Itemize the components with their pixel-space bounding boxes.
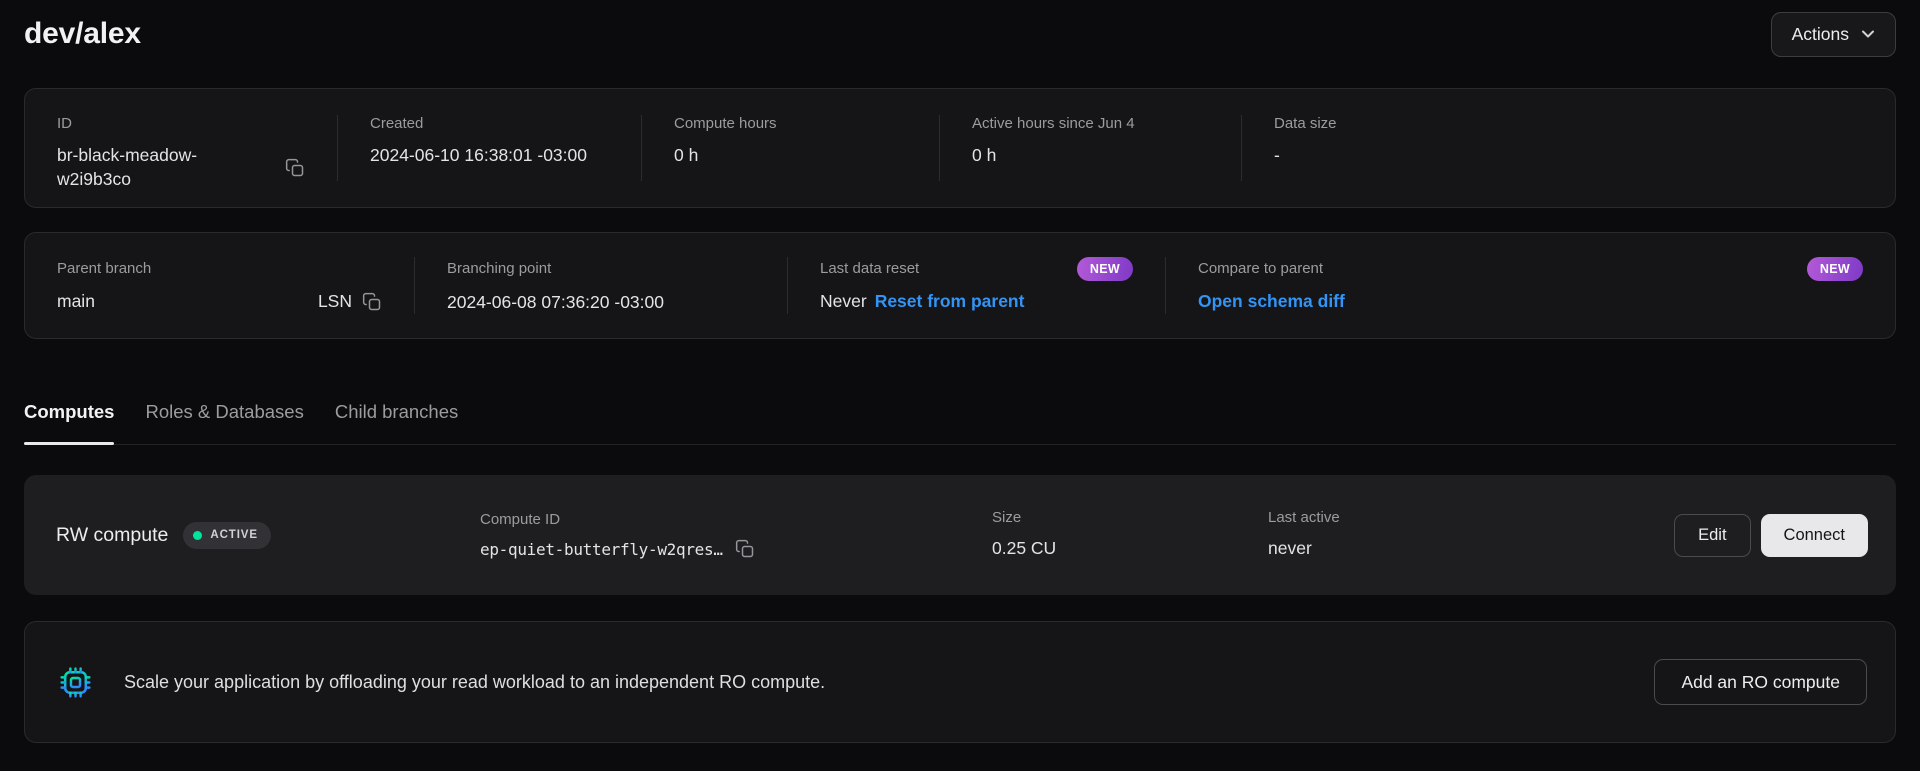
branching-point-value: 2024-06-08 07:36:20 -03:00 [447, 292, 664, 312]
new-badge: NEW [1806, 257, 1863, 281]
active-hours-value: 0 h [972, 145, 997, 165]
compute-hours-value: 0 h [674, 145, 699, 165]
size-value: 0.25 CU [992, 538, 1057, 559]
compute-row-buttons: Edit Connect [1674, 513, 1868, 557]
ro-compute-banner: Scale your application by offloading you… [24, 621, 1896, 743]
page-header: dev/alex Actions [24, 10, 1896, 58]
add-ro-compute-button[interactable]: Add an RO compute [1654, 659, 1867, 705]
copy-compute-id-button[interactable] [735, 539, 755, 559]
data-size-cell: Data size - [1241, 115, 1895, 181]
branch-id-label: ID [57, 115, 72, 132]
parent-branch-value: main [57, 291, 95, 311]
compare-to-parent-cell: Compare to parent NEW Open schema diff [1165, 257, 1895, 314]
compute-hours-cell: Compute hours 0 h [641, 115, 939, 181]
actions-button-label: Actions [1791, 23, 1849, 44]
rw-compute-row: RW compute ACTIVE Compute ID ep-quiet-bu… [24, 475, 1896, 595]
branch-id-cell: ID br-black-meadow-w2i9b3co [25, 115, 337, 189]
created-cell: Created 2024-06-10 16:38:01 -03:00 [337, 115, 641, 181]
status-badge: ACTIVE [183, 521, 271, 549]
compute-name-group: RW compute ACTIVE [56, 521, 480, 549]
tab-roles-databases[interactable]: Roles & Databases [145, 401, 304, 422]
reset-from-parent-link[interactable]: Reset from parent [874, 291, 1025, 311]
branch-overview-card: ID br-black-meadow-w2i9b3co Created 2024… [24, 88, 1896, 208]
chevron-down-icon [1861, 30, 1875, 39]
ro-banner-message: Scale your application by offloading you… [124, 671, 826, 692]
active-hours-cell: Active hours since Jun 4 0 h [939, 115, 1241, 181]
branch-tabs: Computes Roles & Databases Child branche… [24, 401, 1896, 445]
size-label: Size [992, 509, 1022, 527]
status-badge-label: ACTIVE [210, 529, 258, 541]
last-active-value: never [1268, 538, 1312, 559]
branch-details-card: Parent branch main LSN Branching point 2… [24, 232, 1896, 339]
data-size-label: Data size [1274, 115, 1337, 132]
open-schema-diff-link[interactable]: Open schema diff [1198, 291, 1345, 311]
copy-branch-id-button[interactable] [285, 158, 305, 178]
size-cell: Size 0.25 CU [992, 509, 1268, 561]
copy-icon [285, 158, 305, 178]
branching-point-cell: Branching point 2024-06-08 07:36:20 -03:… [414, 257, 787, 314]
branch-id-value: br-black-meadow-w2i9b3co [57, 145, 198, 189]
edit-button[interactable]: Edit [1674, 513, 1751, 557]
compare-to-parent-label: Compare to parent [1198, 260, 1324, 277]
parent-branch-cell: Parent branch main LSN [25, 257, 414, 314]
last-active-cell: Last active never [1268, 509, 1674, 561]
created-value: 2024-06-10 16:38:01 -03:00 [370, 145, 587, 165]
branch-page: dev/alex Actions ID br-black-meadow-w2i9… [0, 10, 1920, 743]
compute-id-label: Compute ID [480, 511, 561, 528]
compute-hours-label: Compute hours [674, 115, 777, 132]
copy-icon [362, 292, 382, 312]
tab-computes[interactable]: Computes [24, 401, 115, 445]
tab-child-branches[interactable]: Child branches [334, 401, 459, 422]
compute-name: RW compute [56, 523, 169, 546]
last-data-reset-value: Never [820, 291, 867, 311]
new-badge: NEW [1076, 257, 1133, 281]
parent-branch-label: Parent branch [57, 260, 152, 277]
copy-icon [735, 539, 755, 559]
lsn-group: LSN [318, 291, 382, 312]
last-data-reset-label: Last data reset [820, 260, 920, 277]
created-label: Created [370, 115, 424, 132]
branching-point-label: Branching point [447, 260, 552, 277]
lsn-label: LSN [317, 291, 352, 311]
active-hours-label: Active hours since Jun 4 [972, 115, 1135, 132]
compute-id-value: ep-quiet-butterfly-w2qres… [480, 539, 723, 559]
compute-id-cell: Compute ID ep-quiet-butterfly-w2qres… [480, 511, 992, 559]
last-data-reset-cell: Last data reset NEW Never Reset from par… [787, 257, 1165, 314]
last-active-label: Last active [1268, 509, 1340, 527]
cpu-chip-icon [57, 664, 94, 701]
connect-button[interactable]: Connect [1760, 513, 1868, 557]
actions-button[interactable]: Actions [1770, 11, 1896, 57]
page-title: dev/alex [24, 17, 141, 50]
copy-lsn-button[interactable] [362, 292, 382, 312]
data-size-value: - [1274, 145, 1280, 165]
active-status-dot-icon [193, 530, 203, 540]
